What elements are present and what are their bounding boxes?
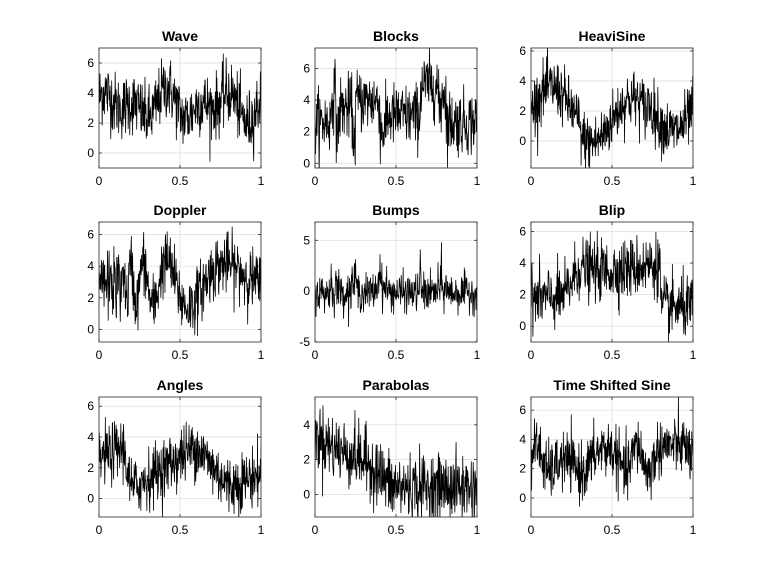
y-tick-label: -5 [299, 335, 310, 349]
signal-trace [99, 53, 261, 162]
x-tick-label: 0 [96, 523, 103, 537]
subplot-title: Parabolas [363, 377, 430, 393]
y-tick-label: 0 [303, 487, 310, 501]
x-tick-label: 0 [528, 348, 535, 362]
signal-trace [531, 48, 693, 168]
y-tick-label: 2 [303, 125, 310, 139]
x-tick-label: 0.5 [172, 348, 189, 362]
subplot-title: Time Shifted Sine [553, 377, 670, 393]
subplot-blip: 0 0.5 1 0 2 4 6 Blip [519, 202, 696, 362]
y-tick-label: 6 [87, 228, 94, 242]
x-tick-label: 1 [690, 348, 697, 362]
signal-trace [315, 242, 477, 328]
subplot-blocks: 0 0.5 1 0 2 4 6 Blocks [303, 28, 480, 188]
y-tick-label: 2 [87, 116, 94, 130]
y-tick-label: 2 [519, 104, 526, 118]
x-tick-label: 0.5 [604, 174, 621, 188]
y-tick-label: 4 [519, 432, 526, 446]
x-tick-label: 1 [474, 348, 481, 362]
y-tick-label: 4 [303, 418, 310, 432]
x-tick-label: 1 [258, 523, 265, 537]
y-tick-label: 0 [303, 284, 310, 298]
x-tick-label: 0.5 [604, 348, 621, 362]
y-tick-label: 0 [87, 146, 94, 160]
signal-trace [99, 416, 261, 517]
subplot-title: HeaviSine [579, 28, 646, 44]
subplot-time-shifted-sine: 0 0.5 1 0 2 4 6 Time Shifted Sine [519, 377, 696, 537]
subplot-doppler: 0 0.5 1 0 2 4 6 Doppler [87, 202, 264, 362]
y-tick-label: 0 [519, 491, 526, 505]
y-tick-label: 4 [87, 86, 94, 100]
subplot-title: Doppler [154, 202, 207, 218]
y-tick-label: 0 [519, 134, 526, 148]
y-tick-label: 2 [519, 288, 526, 302]
y-tick-label: 2 [87, 461, 94, 475]
x-tick-label: 0.5 [604, 523, 621, 537]
y-tick-label: 0 [303, 156, 310, 170]
subplot-parabolas: 0 0.5 1 0 2 4 Parabolas [303, 377, 480, 537]
x-tick-label: 1 [258, 348, 265, 362]
signal-trace [531, 230, 693, 342]
y-tick-label: 0 [87, 322, 94, 336]
subplot-wave: 0 0.5 1 0 2 4 6 Wave [87, 28, 264, 188]
y-tick-label: 0 [87, 492, 94, 506]
x-tick-label: 0.5 [172, 523, 189, 537]
subplot-title: Blip [599, 202, 625, 218]
x-tick-label: 0 [96, 174, 103, 188]
y-tick-label: 4 [519, 74, 526, 88]
y-tick-label: 4 [303, 93, 310, 107]
y-tick-label: 6 [87, 56, 94, 70]
subplot-title: Wave [162, 28, 198, 44]
x-tick-label: 0 [312, 174, 319, 188]
y-tick-label: 2 [303, 453, 310, 467]
subplot-title: Blocks [373, 28, 419, 44]
y-tick-label: 2 [87, 291, 94, 305]
y-tick-label: 6 [87, 399, 94, 413]
y-tick-label: 0 [519, 319, 526, 333]
signal-trace [99, 226, 261, 337]
x-tick-label: 0.5 [388, 348, 405, 362]
y-tick-label: 6 [303, 62, 310, 76]
x-tick-label: 0 [528, 523, 535, 537]
x-tick-label: 1 [690, 523, 697, 537]
y-tick-label: 4 [87, 430, 94, 444]
subplot-heavisine: 0 0.5 1 0 2 4 6 HeaviSine [519, 28, 696, 188]
y-tick-label: 4 [87, 259, 94, 273]
subplot-angles: 0 0.5 1 0 2 4 6 Angles [87, 377, 264, 537]
y-tick-label: 5 [303, 233, 310, 247]
x-tick-label: 1 [258, 174, 265, 188]
x-tick-label: 0 [312, 523, 319, 537]
x-tick-label: 1 [474, 523, 481, 537]
x-tick-label: 0 [96, 348, 103, 362]
x-tick-label: 1 [474, 174, 481, 188]
signal-trace [315, 405, 477, 517]
signal-trace [531, 397, 693, 507]
x-tick-label: 1 [690, 174, 697, 188]
y-tick-label: 6 [519, 403, 526, 417]
x-tick-label: 0.5 [388, 174, 405, 188]
subplot-title: Bumps [372, 202, 420, 218]
x-tick-label: 0.5 [172, 174, 189, 188]
x-tick-label: 0 [312, 348, 319, 362]
y-tick-label: 6 [519, 224, 526, 238]
y-tick-label: 4 [519, 256, 526, 270]
x-tick-label: 0.5 [388, 523, 405, 537]
signal-trace [315, 48, 477, 168]
y-tick-label: 2 [519, 462, 526, 476]
subplot-title: Angles [157, 377, 204, 393]
x-tick-label: 0 [528, 174, 535, 188]
y-tick-label: 6 [519, 44, 526, 58]
